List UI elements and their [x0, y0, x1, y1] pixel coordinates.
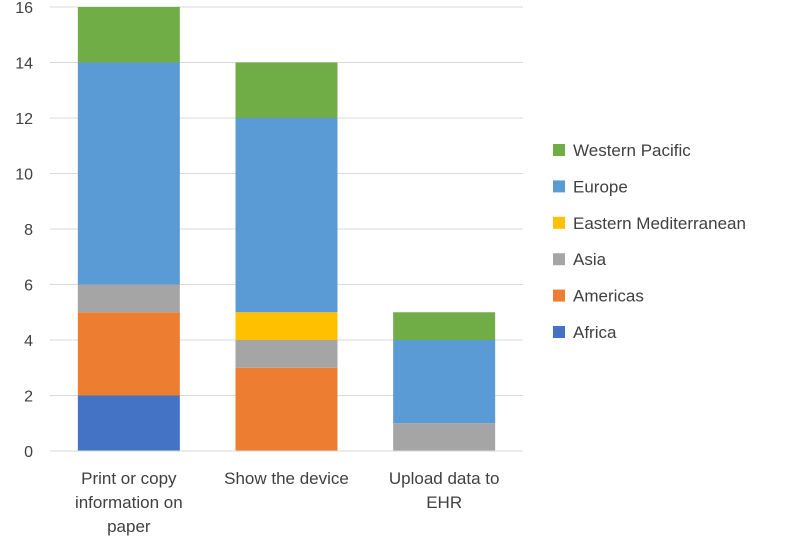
x-category-label: EHR [426, 493, 462, 512]
y-tick-label: 4 [24, 333, 33, 350]
y-axis-tick-labels: 0 2 4 6 8 10 12 14 16 [15, 0, 33, 461]
y-tick-label: 8 [24, 222, 33, 239]
bar-segment-western-pacific [235, 62, 338, 118]
legend-label: Asia [573, 250, 607, 269]
bar-segment-eastern-mediterranean [235, 312, 338, 340]
x-category-label: Show the device [224, 469, 349, 488]
bar-segment-americas [77, 312, 180, 396]
y-tick-label: 14 [15, 56, 33, 73]
x-axis-category-labels: Print or copy information on paper Show the… [75, 469, 499, 536]
bar-segment-europe [393, 340, 496, 424]
bar-segment-africa [77, 395, 180, 451]
legend: Western Pacific Europe Eastern Mediterrane… [553, 141, 746, 342]
legend-swatch [553, 326, 565, 338]
bars [77, 7, 496, 451]
bar-segment-asia [235, 340, 338, 368]
x-category-label: Upload data to [389, 469, 500, 488]
x-category-label: Print or copy [81, 469, 177, 488]
bar-segment-asia [77, 284, 180, 313]
legend-swatch [553, 216, 565, 229]
legend-label: Europe [573, 177, 628, 196]
legend-swatch [553, 144, 565, 156]
bar-segment-europe [235, 118, 338, 313]
y-tick-label: 2 [24, 389, 33, 406]
y-tick-label: 10 [15, 167, 33, 184]
x-category-label: information on [75, 493, 183, 512]
bar-segment-americas [235, 367, 338, 451]
bar-segment-western-pacific [77, 7, 180, 63]
legend-label: Africa [573, 323, 617, 342]
legend-swatch [553, 289, 565, 302]
y-tick-label: 6 [24, 278, 33, 295]
bar-segment-europe [77, 62, 180, 285]
bar-segment-western-pacific [393, 312, 496, 340]
legend-label: Eastern Mediterranean [573, 214, 746, 233]
x-category-label: paper [107, 517, 151, 536]
bar-segment-asia [393, 423, 496, 451]
legend-label: Americas [573, 287, 644, 306]
legend-swatch [553, 253, 565, 266]
y-tick-label: 16 [15, 0, 33, 17]
legend-label: Western Pacific [573, 141, 691, 160]
y-tick-label: 0 [24, 444, 33, 461]
y-tick-label: 12 [15, 111, 33, 128]
legend-swatch [553, 180, 565, 193]
